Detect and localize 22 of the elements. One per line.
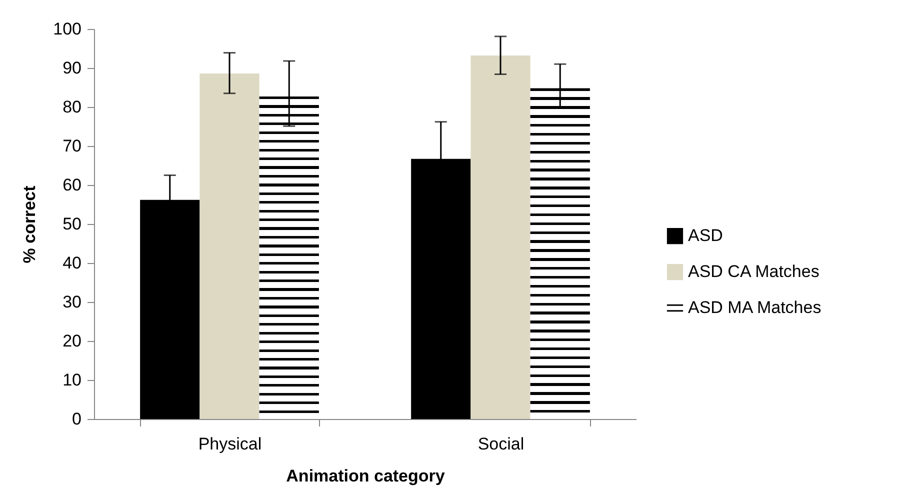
y-tick-label: 0 (72, 410, 82, 428)
y-tick-label: 60 (62, 176, 82, 194)
bar (200, 73, 260, 419)
y-axis-title: % correct (20, 185, 40, 264)
y-tick-label: 80 (62, 98, 82, 116)
y-tick-label: 50 (62, 214, 82, 234)
legend-label: ASD CA Matches (688, 262, 820, 281)
y-tick-label: 100 (53, 20, 82, 38)
legend-label: ASD MA Matches (688, 298, 822, 317)
y-tick-label: 20 (62, 332, 82, 350)
x-tick-label: Physical (198, 434, 262, 454)
y-tick-label: 90 (62, 58, 82, 78)
y-tick-label: 10 (62, 370, 82, 390)
x-axis-title: Animation category (286, 466, 446, 486)
legend-label: ASD (688, 226, 723, 245)
y-tick-label: 30 (62, 292, 82, 312)
bar (530, 88, 590, 419)
bar (259, 96, 319, 419)
y-tick-label: 70 (62, 136, 82, 156)
bar (470, 56, 530, 419)
x-tick-label: Social (478, 434, 524, 454)
y-tick-label: 40 (62, 254, 82, 272)
